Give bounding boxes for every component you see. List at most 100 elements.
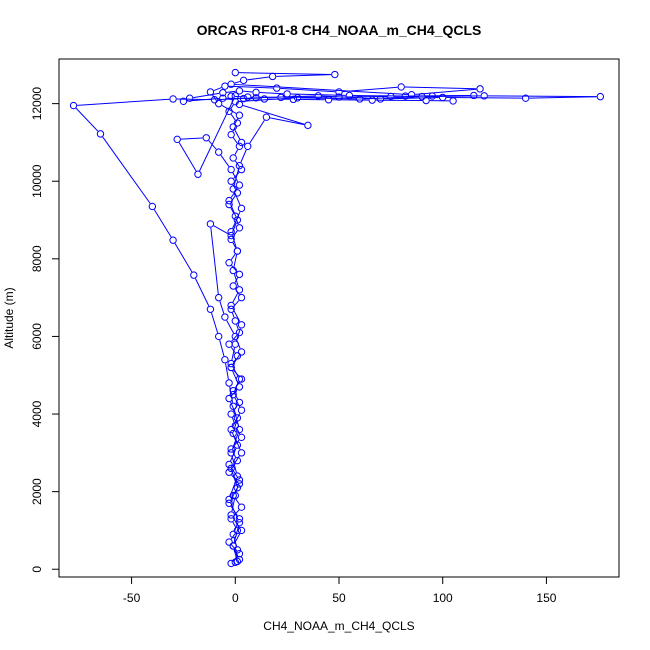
data-point [227, 445, 235, 453]
series-line-segment [231, 235, 237, 248]
series-line-segment [102, 136, 151, 204]
series-line-segment [230, 104, 234, 109]
data-point [227, 425, 235, 434]
series-line-segment [321, 95, 377, 100]
data-point [237, 138, 246, 147]
data-point [227, 130, 235, 139]
series-line-segment [219, 301, 225, 314]
y-tick-label: 10000 [30, 164, 44, 198]
series-1 [69, 92, 605, 568]
data-point [283, 90, 291, 98]
data-point [237, 204, 246, 213]
data-point [169, 236, 177, 244]
series-line-segment [233, 254, 238, 267]
data-point [233, 484, 242, 492]
data-point [206, 305, 215, 313]
x-tick-label: 0 [232, 591, 239, 605]
data-point [233, 526, 242, 535]
data-point [237, 375, 246, 383]
data-point [368, 96, 376, 104]
data-point [237, 348, 246, 356]
x-tick-label: 150 [536, 591, 556, 605]
data-point [244, 93, 252, 101]
series-line-segment [247, 76, 269, 81]
data-point [185, 94, 194, 102]
data-point [225, 394, 233, 403]
series-line-segment [232, 172, 239, 183]
series-line-segment [415, 88, 477, 95]
data-point [345, 91, 354, 100]
data-point [221, 82, 229, 90]
data-point [202, 134, 210, 142]
data-point [227, 227, 235, 236]
series-line-segment [234, 80, 241, 84]
data-point [244, 142, 252, 151]
data-point [227, 511, 235, 519]
data-point [235, 181, 244, 189]
data-point [235, 476, 244, 484]
data-point [231, 92, 239, 100]
data-point [229, 429, 237, 438]
series-line-segment [199, 99, 235, 172]
series-line-segment [259, 92, 284, 95]
series-line-segment [226, 90, 236, 93]
series-line-segment [193, 92, 220, 99]
series-line-segment [77, 98, 170, 106]
data-point [235, 142, 244, 151]
data-point [237, 449, 246, 457]
series-line-segment [234, 436, 241, 450]
series-line-segment [174, 243, 193, 273]
series-line-segment [243, 90, 253, 93]
series-line-segment [230, 401, 237, 415]
series-line-segment [232, 308, 241, 322]
x-tick-label: 100 [433, 591, 453, 605]
series-line-segment [234, 129, 241, 140]
series-line-segment [230, 253, 236, 260]
series-line-segment [240, 149, 247, 163]
series-line-segment [187, 97, 220, 102]
series-line-segment [220, 154, 230, 167]
series-line-segment [231, 335, 238, 342]
data-point [227, 363, 235, 372]
series-line-segment [212, 94, 217, 101]
data-point [229, 282, 237, 290]
data-point [235, 162, 244, 170]
data-point [233, 247, 242, 255]
data-point [194, 170, 202, 178]
series-line-segment [234, 498, 240, 505]
data-point [227, 165, 235, 174]
y-tick-label: 6000 [30, 323, 44, 350]
data-point [225, 495, 233, 504]
series-line-segment [234, 83, 408, 95]
data-point [397, 83, 405, 91]
data-point [215, 332, 223, 341]
series-line-segment [232, 366, 239, 377]
data-point [229, 491, 237, 500]
y-tick-label: 2000 [30, 478, 44, 505]
series-line-segment [230, 533, 236, 540]
series-line-segment [195, 278, 210, 307]
series-line-segment [269, 117, 305, 126]
data-point [231, 317, 239, 325]
series-line-segment [249, 120, 265, 144]
series-4 [206, 68, 484, 147]
data-point [148, 202, 157, 211]
data-point [252, 88, 260, 97]
series-line-segment [234, 549, 239, 557]
series-line-segment [178, 142, 197, 172]
series-line-segment [231, 471, 237, 485]
data-point [219, 94, 227, 102]
series-line-segment [239, 97, 294, 102]
data-point [304, 121, 312, 130]
series-line-segment [232, 413, 241, 427]
data-point [235, 87, 244, 95]
data-point [229, 530, 237, 539]
data-point [470, 91, 478, 100]
series-line-segment [404, 86, 477, 90]
data-point [235, 270, 244, 279]
data-point [235, 515, 244, 523]
data-point [233, 456, 242, 465]
chart-title: ORCAS RF01-8 CH4_NOAA_m_CH4_QCLS [197, 22, 482, 38]
series-line-segment [239, 72, 332, 75]
y-tick-label: 0 [30, 566, 44, 573]
